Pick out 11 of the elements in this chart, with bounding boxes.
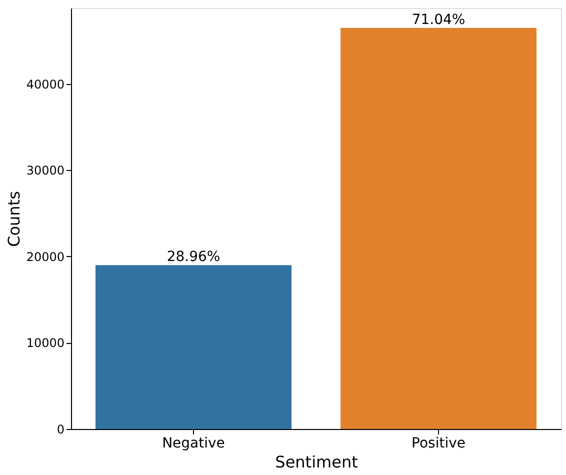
x-tick-label: Negative: [162, 436, 225, 452]
x-axis-title: Sentiment: [275, 452, 358, 472]
y-tick-label: 10000: [26, 336, 64, 350]
y-tick-label: 20000: [26, 250, 64, 264]
x-tick-label: Positive: [412, 436, 466, 452]
annotation: 28.96%: [166, 249, 220, 266]
y-axis-title: Counts: [4, 191, 24, 247]
y-tick-label: 40000: [26, 77, 64, 92]
annotation: 71.04%: [412, 12, 466, 28]
y-tick-label: 30000: [26, 164, 64, 178]
y-tick-label: 0: [56, 422, 64, 436]
